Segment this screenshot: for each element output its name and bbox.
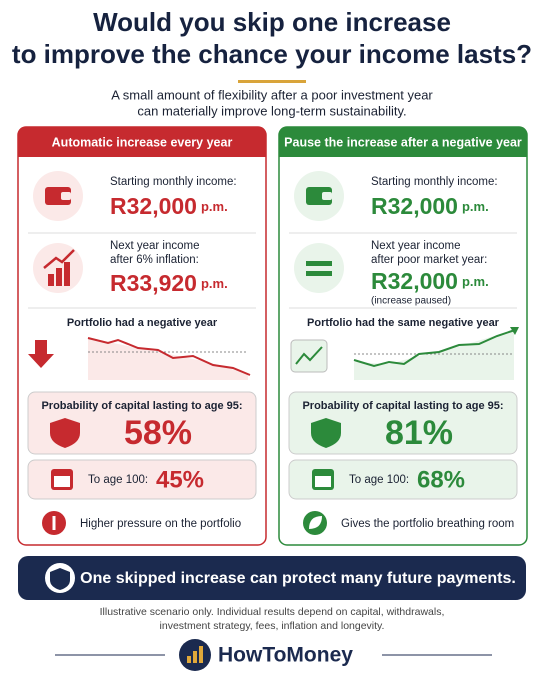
income-label: Starting monthly income: <box>371 176 498 188</box>
amount: R32,000 <box>371 193 458 219</box>
calendar-face <box>315 476 331 487</box>
income-label: after 6% inflation: <box>110 254 199 266</box>
age-value: 68% <box>417 466 465 493</box>
title: to improve the chance your income lasts? <box>12 39 532 69</box>
panel-heading: Pause the increase after a negative year <box>284 135 522 149</box>
probability-value: 58% <box>124 414 192 452</box>
growth-bar <box>48 274 54 286</box>
footer-text: Gives the portfolio breathing room <box>341 518 514 530</box>
unit: p.m. <box>462 199 489 214</box>
divider <box>238 80 306 83</box>
equals-bar <box>306 271 332 276</box>
age-box <box>288 459 518 500</box>
trend-area <box>88 338 248 380</box>
wallet-icon <box>306 187 332 205</box>
amount: R32,000 <box>110 193 197 219</box>
growth-bar <box>64 262 70 286</box>
brand: HowToMoney <box>218 644 353 667</box>
wallet-flap <box>322 192 332 200</box>
chart-icon-line <box>295 346 323 365</box>
chart-icon <box>290 339 328 373</box>
growth-arrow <box>43 249 75 269</box>
banner-text: One skipped increase can protect many fu… <box>80 570 516 587</box>
footer-text: Higher pressure on the portfolio <box>80 518 241 530</box>
age-value: 45% <box>156 466 204 493</box>
banner <box>18 556 526 600</box>
shield-icon <box>50 418 80 448</box>
trend-area <box>354 330 514 380</box>
income-amount: R33,920 p.m. <box>110 270 228 296</box>
panel-header <box>18 127 266 157</box>
title: Would you skip one increase <box>93 7 451 37</box>
logo-bar <box>187 656 191 663</box>
panel-header <box>279 127 527 157</box>
probability-label: Probability of capital lasting to age 95… <box>41 400 242 412</box>
logo-bar <box>199 646 203 663</box>
income-label: after poor market year: <box>371 254 487 266</box>
growth-bar <box>56 268 62 286</box>
trend-line <box>353 329 516 368</box>
panel-heading: Automatic increase every year <box>52 135 233 149</box>
income-amount: R32,000 p.m. <box>371 268 489 294</box>
amount: R33,920 <box>110 270 197 296</box>
disclaimer: investment strategy, fees, inflation and… <box>160 620 385 632</box>
portfolio-label: Portfolio had the same negative year <box>307 317 500 329</box>
wallet-icon <box>45 187 71 205</box>
amount: R32,000 <box>371 268 458 294</box>
subtitle: can materially improve long-term sustain… <box>137 103 406 118</box>
income-amount: R32,000 p.m. <box>371 193 489 219</box>
subtitle: A small amount of flexibility after a po… <box>111 87 433 102</box>
probability-box <box>288 391 518 455</box>
exclaim <box>52 516 56 530</box>
age-label: To age 100: <box>349 474 409 486</box>
income-amount: R32,000 p.m. <box>110 193 228 219</box>
age-box <box>27 459 257 500</box>
probability-value: 81% <box>385 414 453 452</box>
shield-icon <box>311 418 341 448</box>
probability-box <box>27 391 257 455</box>
portfolio-label: Portfolio had a negative year <box>67 317 218 329</box>
wallet-flap <box>61 192 71 200</box>
down-arrow <box>28 340 54 368</box>
age-label: To age 100: <box>88 474 148 486</box>
income-label: Next year income <box>110 240 199 252</box>
trend-line <box>87 337 251 376</box>
income-label: Starting monthly income: <box>110 176 237 188</box>
income-label: Next year income <box>371 240 460 252</box>
unit: p.m. <box>201 199 228 214</box>
calendar-face <box>54 476 70 487</box>
income-note: (increase paused) <box>371 296 451 307</box>
unit: p.m. <box>201 276 228 291</box>
icon-bg <box>294 243 344 293</box>
logo-bar <box>193 651 197 663</box>
trend-arrow <box>510 327 519 335</box>
shield-icon <box>50 568 70 590</box>
leaf <box>309 516 322 529</box>
probability-label: Probability of capital lasting to age 95… <box>302 400 503 412</box>
disclaimer: Illustrative scenario only. Individual r… <box>100 606 445 618</box>
unit: p.m. <box>462 274 489 289</box>
equals-bar <box>306 261 332 266</box>
